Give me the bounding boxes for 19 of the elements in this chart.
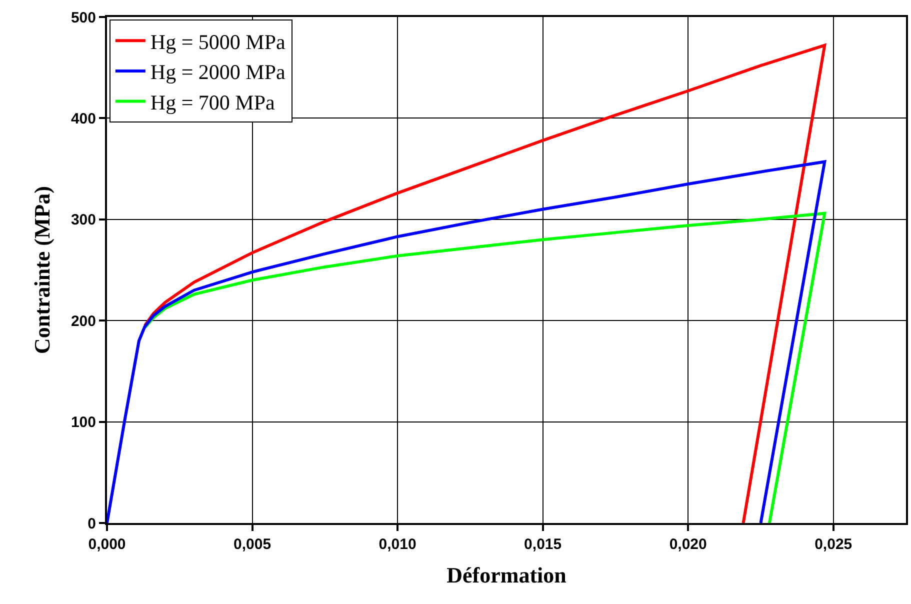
x-tick-label: 0,015 (524, 536, 562, 553)
y-tick-label: 100 (70, 414, 96, 432)
legend-label: Hg = 2000 MPa (150, 60, 286, 84)
y-tick-label: 400 (70, 110, 96, 128)
y-axis-title: Contrainte (MPa) (29, 186, 54, 354)
x-axis-title: Déformation (446, 562, 566, 588)
y-tick-label: 200 (70, 312, 96, 330)
x-tick-label: 0,025 (814, 536, 852, 553)
y-tick-label: 0 (88, 515, 96, 532)
legend-label: Hg = 700 MPa (150, 90, 276, 114)
x-tick-label: 0,000 (88, 536, 126, 553)
legend-label: Hg = 5000 MPa (150, 30, 286, 54)
x-tick-label: 0,010 (378, 536, 416, 553)
y-tick-label: 300 (70, 212, 96, 229)
y-tick-label: 500 (70, 9, 96, 26)
line-series (107, 160, 826, 523)
x-tick-label: 0,020 (669, 536, 707, 553)
line-series (143, 212, 826, 523)
x-tick-label: 0,005 (233, 536, 272, 553)
